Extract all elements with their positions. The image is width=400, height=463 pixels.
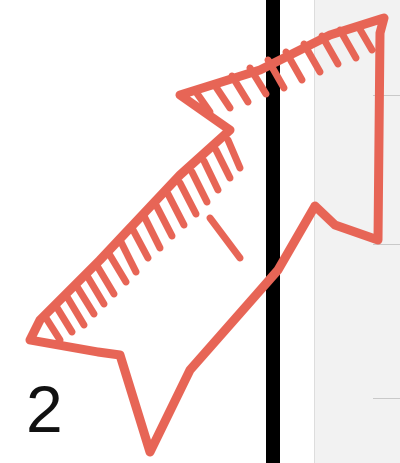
- step-number-label: 2: [26, 372, 63, 446]
- vertical-divider: [266, 0, 280, 463]
- panel-separator: [373, 398, 400, 399]
- panel-separator: [373, 95, 400, 96]
- panel-separator: [373, 244, 400, 245]
